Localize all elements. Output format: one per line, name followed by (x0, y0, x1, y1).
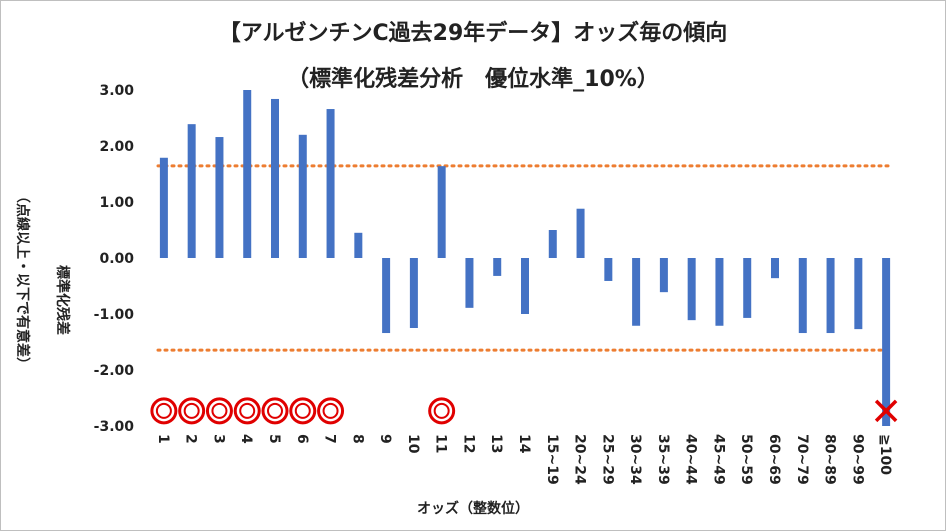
x-tick-label: 40~44 (683, 434, 699, 485)
bar (187, 124, 196, 258)
circle-marker-inner (211, 402, 228, 419)
x-tick-label: 25~29 (599, 434, 615, 485)
bar (604, 258, 613, 281)
bar (215, 137, 224, 258)
circle-marker-inner (433, 402, 450, 419)
circle-marker (178, 397, 206, 425)
bar (437, 166, 446, 258)
x-tick-label: ≧100 (877, 434, 893, 475)
bar (687, 258, 696, 321)
bar (243, 90, 252, 258)
x-tick-label: 80~89 (822, 434, 838, 485)
circle-marker (289, 397, 317, 425)
bar (298, 134, 307, 258)
x-tick-label: 13 (488, 434, 504, 453)
y-tick-label: 1.00 (99, 195, 134, 211)
bar (493, 258, 502, 276)
circle-marker-inner (267, 402, 283, 419)
chart-title: 【アルゼンチンC過去29年データ】オッズ毎の傾向 (219, 20, 728, 46)
x-tick-label: 5 (266, 434, 282, 444)
x-tick-label: 20~24 (572, 434, 588, 485)
circle-marker-inner (239, 402, 256, 419)
bar (854, 258, 863, 330)
bar (548, 230, 557, 258)
x-tick-label: 4 (238, 434, 254, 444)
y-axis-label: 標準化残差 (54, 265, 71, 335)
x-tick-label: 30~34 (627, 434, 643, 485)
x-tick-label: 14 (516, 434, 532, 454)
y-tick-label: 2.00 (99, 139, 134, 155)
circle-marker-inner (322, 402, 339, 419)
bar (521, 258, 529, 314)
x-tick-label: 8 (349, 434, 365, 444)
x-tick-label: 12 (460, 434, 476, 453)
y-tick-label: 3.00 (99, 83, 134, 99)
x-tick-label: 35~39 (655, 434, 671, 485)
x-tick-label: 90~99 (849, 434, 865, 485)
circle-marker (205, 397, 233, 425)
x-axis-label: オッズ（整数位） (417, 500, 529, 517)
bar (576, 208, 585, 258)
x-tick-label: 10 (405, 434, 421, 454)
bar (715, 258, 724, 326)
bar (743, 258, 752, 318)
cross-marker (874, 399, 898, 423)
bar (354, 232, 363, 258)
x-tick-label: 9 (377, 434, 393, 444)
circle-marker (317, 397, 345, 425)
circle-marker (428, 397, 456, 425)
x-tick-label: 70~79 (794, 434, 810, 485)
y-tick-label: 0.00 (99, 251, 134, 267)
circle-marker-inner (294, 402, 311, 419)
x-tick-label: 6 (294, 434, 310, 444)
bar (465, 258, 474, 308)
y-axis-label-note: （点線以上・以下で有意差） (14, 189, 31, 371)
bar (409, 258, 418, 328)
y-tick-label: -1.00 (94, 307, 135, 323)
x-tick-label: 15~19 (544, 434, 560, 485)
bar (798, 258, 807, 334)
x-tick-label: 3 (210, 434, 226, 444)
x-tick-label: 60~69 (766, 434, 782, 485)
bar (159, 157, 168, 258)
circle-marker-inner (183, 402, 200, 419)
circle-marker-inner (155, 402, 172, 419)
bar (632, 258, 641, 326)
circle-marker (150, 397, 178, 425)
y-tick-label: -3.00 (94, 419, 135, 435)
bar (271, 98, 279, 259)
x-tick-label: 7 (322, 434, 338, 444)
circle-marker (233, 397, 261, 425)
bar (771, 258, 779, 279)
bar (659, 258, 668, 293)
x-tick-label: 2 (183, 434, 199, 444)
bar (882, 258, 891, 426)
circle-marker (261, 397, 289, 425)
bar (826, 258, 835, 334)
bar (382, 258, 391, 334)
chart-subtitle: （標準化残差分析 優位水準_10%） (287, 66, 659, 92)
x-tick-label: 1 (155, 434, 171, 444)
y-tick-label: -2.00 (94, 363, 135, 379)
x-tick-label: 45~49 (710, 434, 726, 485)
x-tick-label: 11 (433, 434, 449, 453)
x-tick-label: 50~59 (738, 434, 754, 485)
bar (326, 109, 335, 258)
